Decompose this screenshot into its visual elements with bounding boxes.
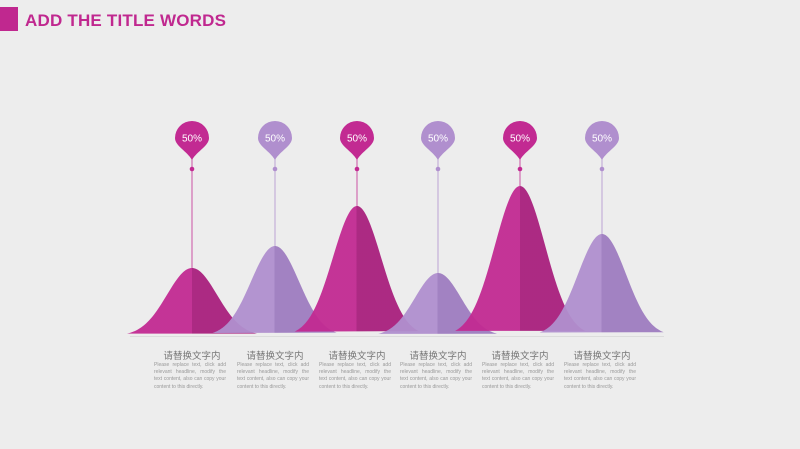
bell-curve xyxy=(294,206,419,332)
bell-curve xyxy=(455,186,585,331)
connector-dot xyxy=(517,166,523,172)
column-title: 请替换文字内 xyxy=(328,351,386,362)
map-pin-icon xyxy=(421,121,455,160)
column-description: Please replace text, click add relevant … xyxy=(154,362,226,390)
value-label: 50% xyxy=(428,134,448,145)
bell-curve xyxy=(127,268,257,334)
map-pin-icon xyxy=(257,120,292,160)
column-title: 请替换文字内 xyxy=(573,351,631,362)
bell-curve xyxy=(212,246,337,333)
column-title: 请替换文字内 xyxy=(163,351,221,362)
connector-dot xyxy=(435,166,441,172)
connector-dot xyxy=(272,166,278,172)
page-title: ADD THE TITLE WORDS xyxy=(25,11,227,30)
map-pin-icon xyxy=(503,121,537,160)
column-description: Please replace text, click add relevant … xyxy=(564,362,636,390)
column-title: 请替换文字内 xyxy=(246,351,304,362)
value-label: 50% xyxy=(592,134,612,145)
column-description: Please replace text, click add relevant … xyxy=(482,362,554,390)
value-label: 50% xyxy=(510,134,530,145)
connector-dot xyxy=(189,166,195,172)
map-pin-icon xyxy=(585,121,619,160)
bell-curve xyxy=(539,234,664,333)
title-accent-block xyxy=(0,7,18,31)
value-label: 50% xyxy=(182,134,202,145)
column-description: Please replace text, click add relevant … xyxy=(237,362,309,390)
column-title: 请替换文字内 xyxy=(491,351,549,362)
column-title: 请替换文字内 xyxy=(409,351,467,362)
connector-dot xyxy=(599,166,605,172)
value-label: 50% xyxy=(347,134,367,145)
map-pin-icon xyxy=(175,121,209,160)
connector-dot xyxy=(354,166,360,172)
value-label: 50% xyxy=(265,134,285,145)
column-description: Please replace text, click add relevant … xyxy=(400,362,472,390)
bell-curve xyxy=(378,273,498,334)
column-description: Please replace text, click add relevant … xyxy=(319,362,391,390)
map-pin-icon xyxy=(340,121,374,160)
